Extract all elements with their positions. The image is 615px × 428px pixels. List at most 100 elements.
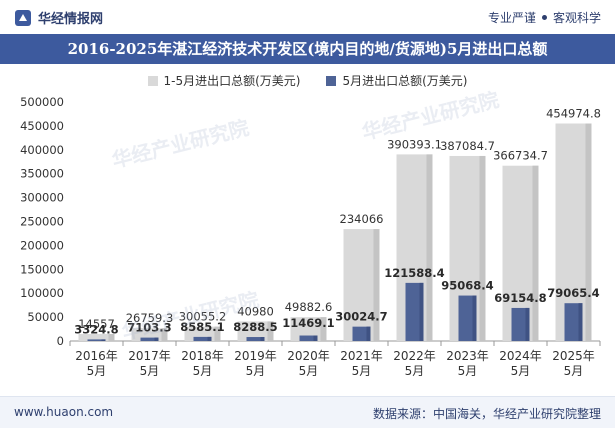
legend-label-may: 5月进出口总额(万美元) — [342, 74, 468, 88]
bar-may-shade — [525, 307, 530, 341]
bar-total-shade — [320, 317, 327, 341]
brand-name: 华经情报网 — [38, 12, 104, 27]
x-tick-label: 2024年 — [499, 349, 542, 363]
y-tick-label: 0 — [57, 334, 64, 348]
legend-label-total: 1-5月进出口总额(万美元) — [163, 74, 301, 88]
bar-may-shade — [154, 337, 159, 341]
x-tick-label: 5月 — [140, 364, 160, 378]
x-tick-label: 5月 — [246, 364, 266, 378]
y-tick-label: 200000 — [20, 238, 64, 252]
legend-item-total[interactable]: 1-5月进出口总额(万美元) — [147, 72, 301, 89]
separator-dot-icon — [541, 15, 547, 20]
bar-total-shade — [373, 229, 380, 341]
top-bar: 华经情报网 专业严谨 客观科学 — [0, 0, 615, 34]
bar-may — [511, 307, 530, 341]
data-label-may: 7103.3 — [127, 321, 171, 335]
bar-total-shade — [532, 165, 539, 341]
legend-swatch-total — [147, 75, 158, 86]
bar-may — [352, 326, 371, 341]
bar-may — [246, 337, 265, 341]
bar-may — [193, 336, 212, 341]
bar-may — [87, 339, 106, 341]
x-tick-label: 2021年 — [340, 349, 383, 363]
chart-title: 2016-2025年湛江经济技术开发区(境内目的地/货源地)5月进出口总额 — [0, 34, 615, 64]
bar-may-shade — [260, 337, 265, 341]
data-label-may: 11469.1 — [282, 316, 334, 330]
footer-website-link[interactable]: www.huaon.com — [14, 405, 114, 419]
x-tick-label: 2018年 — [181, 349, 224, 363]
bar-total-shade — [161, 328, 168, 341]
data-label-may: 8585.1 — [180, 320, 224, 334]
x-tick-label: 2019年 — [234, 349, 277, 363]
y-tick-label: 400000 — [20, 143, 64, 157]
y-tick-label: 300000 — [20, 191, 64, 205]
data-label-total: 234066 — [340, 212, 384, 226]
bar-total — [78, 334, 115, 341]
bar-total-shade — [108, 334, 115, 341]
bar-total-shade — [426, 154, 433, 341]
x-tick-label: 2022年 — [393, 349, 436, 363]
x-tick-label: 5月 — [564, 364, 584, 378]
bar-total-shade — [479, 155, 486, 341]
y-tick-label: 500000 — [20, 95, 64, 109]
legend-swatch-may — [326, 75, 337, 86]
x-tick-label: 2023年 — [446, 349, 489, 363]
x-tick-label: 2020年 — [287, 349, 330, 363]
y-tick-label: 350000 — [20, 167, 64, 181]
data-label-may: 79065.4 — [547, 286, 599, 300]
data-label-total: 14557 — [78, 317, 115, 331]
bar-may — [140, 337, 159, 341]
bar-total-shade — [267, 321, 274, 341]
tagline-right: 客观科学 — [552, 11, 601, 25]
tagline-left: 专业严谨 — [487, 11, 536, 25]
bar-may-shade — [313, 335, 318, 341]
x-tick-label: 5月 — [458, 364, 478, 378]
data-label-total: 390393.1 — [387, 137, 442, 151]
data-label-may: 30024.7 — [335, 310, 387, 324]
legend: 1-5月进出口总额(万美元) 5月进出口总额(万美元) — [0, 72, 615, 89]
bar-chart: 0 50000 100000 150000 200000 250000 300000 3500… — [20, 95, 601, 378]
bar-total-shade — [214, 326, 221, 341]
x-tick-label: 5月 — [352, 364, 372, 378]
x-tick-label: 5月 — [87, 364, 107, 378]
data-label-may: 95068.4 — [441, 279, 493, 293]
bar-may-shade — [472, 295, 477, 341]
bar-total-shade — [585, 123, 592, 341]
bar-total — [237, 321, 274, 341]
data-label-may: 69154.8 — [494, 291, 546, 305]
bar-may — [458, 295, 477, 341]
brand[interactable]: 华经情报网 — [14, 8, 103, 27]
bar-may — [405, 282, 424, 341]
y-tick-label: 450000 — [20, 119, 64, 133]
legend-item-may[interactable]: 5月进出口总额(万美元) — [326, 72, 467, 89]
bar-may-shade — [419, 282, 424, 341]
x-tick-label: 2025年 — [552, 349, 595, 363]
data-label-may: 3324.8 — [74, 322, 118, 336]
bar-may — [299, 335, 318, 341]
data-label-total: 26759.3 — [126, 311, 174, 325]
bar-may-shade — [101, 339, 106, 341]
x-tick-label: 2016年 — [75, 349, 118, 363]
bar-may-shade — [366, 326, 371, 341]
data-label-total: 366734.7 — [493, 149, 548, 163]
data-label-total: 40980 — [237, 304, 274, 318]
data-label-total: 30055.2 — [179, 310, 227, 324]
x-tick-label: 5月 — [405, 364, 425, 378]
footer-source: 数据来源：中国海关，华经产业研究院整理 — [372, 407, 601, 421]
y-tick-label: 50000 — [27, 310, 64, 324]
data-label-total: 387084.7 — [440, 139, 495, 153]
y-tick-label: 250000 — [20, 215, 64, 229]
footer: www.huaon.com 数据来源：中国海关，华经产业研究院整理 — [0, 396, 615, 428]
x-tick-label: 2017年 — [128, 349, 171, 363]
bar-may-shade — [207, 336, 212, 341]
x-tick-label: 5月 — [193, 364, 213, 378]
data-label-may: 121588.4 — [384, 266, 444, 280]
logo-icon — [15, 9, 31, 26]
bar-may-shade — [578, 303, 583, 341]
x-tick-label: 5月 — [299, 364, 319, 378]
data-label-total: 49882.6 — [285, 300, 333, 314]
data-label-may: 8288.5 — [233, 320, 277, 334]
bar-total — [290, 317, 327, 341]
data-label-total: 454974.8 — [546, 107, 601, 121]
tagline: 专业严谨 客观科学 — [488, 9, 601, 26]
